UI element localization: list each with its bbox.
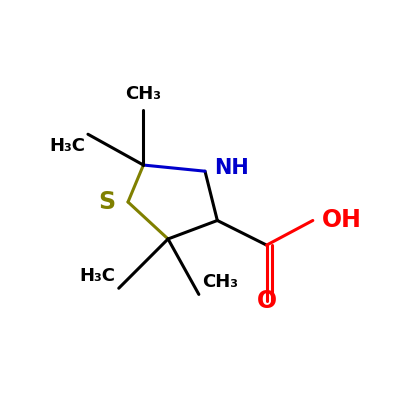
Text: NH: NH bbox=[214, 158, 249, 178]
Text: H₃C: H₃C bbox=[80, 267, 116, 285]
Text: CH₃: CH₃ bbox=[125, 86, 161, 104]
Text: CH₃: CH₃ bbox=[202, 273, 238, 291]
Text: OH: OH bbox=[322, 208, 362, 232]
Text: S: S bbox=[98, 190, 116, 214]
Text: O: O bbox=[256, 289, 277, 313]
Text: H₃C: H₃C bbox=[49, 137, 85, 155]
